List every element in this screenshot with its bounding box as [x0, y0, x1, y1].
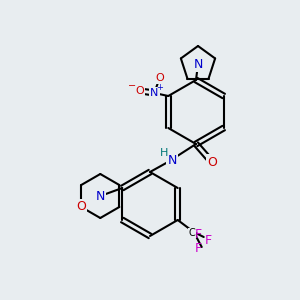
Text: N: N [150, 88, 158, 98]
Text: F: F [195, 242, 202, 254]
Text: H: H [160, 148, 168, 158]
Text: N: N [193, 58, 203, 70]
Text: O: O [135, 86, 144, 96]
Text: +: + [156, 83, 163, 92]
Text: F: F [195, 227, 202, 241]
Text: N: N [167, 154, 177, 166]
Text: −: − [128, 81, 136, 91]
Text: O: O [207, 155, 217, 169]
Text: N: N [96, 190, 105, 202]
Text: C: C [188, 228, 195, 238]
Text: F: F [205, 233, 212, 247]
Text: O: O [155, 73, 164, 83]
Text: O: O [76, 200, 86, 214]
